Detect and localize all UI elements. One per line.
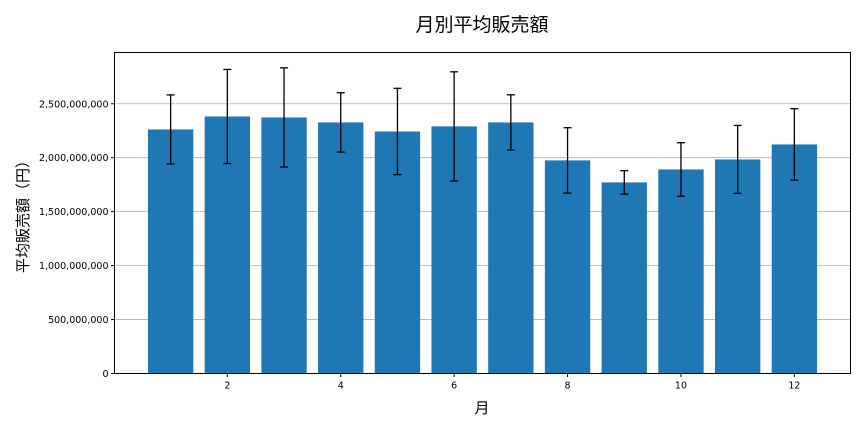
bar (771, 144, 818, 374)
error-bar (223, 68, 232, 165)
x-tick-label: 12 (788, 381, 800, 392)
error-bar (733, 124, 742, 195)
y-axis-label: 平均販売額（円） (14, 153, 32, 273)
error-bar (506, 94, 515, 151)
error-bar (563, 127, 572, 194)
x-tick-label: 2 (224, 381, 230, 392)
error-bar (166, 94, 175, 165)
error-bar (450, 71, 459, 182)
y-tick-label: 0 (102, 369, 108, 380)
bar (488, 122, 534, 374)
bar (714, 159, 761, 374)
bar (658, 169, 704, 374)
y-tick-label: 500,000,000 (48, 315, 108, 326)
x-ticks: 2 4 6 8 10 12 (224, 373, 800, 392)
x-axis-label: 月 (474, 399, 489, 417)
x-tick-label: 6 (451, 381, 457, 392)
x-tick-label: 4 (338, 381, 344, 392)
x-tick-label: 10 (675, 381, 687, 392)
bar (318, 122, 364, 374)
y-tick-label: 2,000,000,000 (39, 153, 109, 164)
error-bar (790, 108, 799, 181)
error-bar (676, 142, 685, 197)
error-bars (166, 67, 799, 197)
chart-title: 月別平均販売額 (415, 14, 548, 36)
plot-frame (114, 52, 851, 374)
error-bar (280, 67, 289, 168)
error-bar (393, 87, 402, 176)
error-bar (336, 92, 345, 153)
y-tick-label: 1,000,000,000 (39, 261, 109, 272)
bars (147, 116, 818, 374)
bar (544, 160, 591, 374)
error-bar (620, 169, 629, 195)
y-ticks: 0 500,000,000 1,000,000,000 1,500,000,000 2,… (39, 99, 115, 380)
bar (147, 129, 194, 374)
y-tick-label: 1,500,000,000 (39, 207, 109, 218)
x-tick-label: 8 (565, 381, 571, 392)
bar (601, 182, 647, 374)
y-tick-label: 2,500,000,000 (39, 99, 109, 110)
